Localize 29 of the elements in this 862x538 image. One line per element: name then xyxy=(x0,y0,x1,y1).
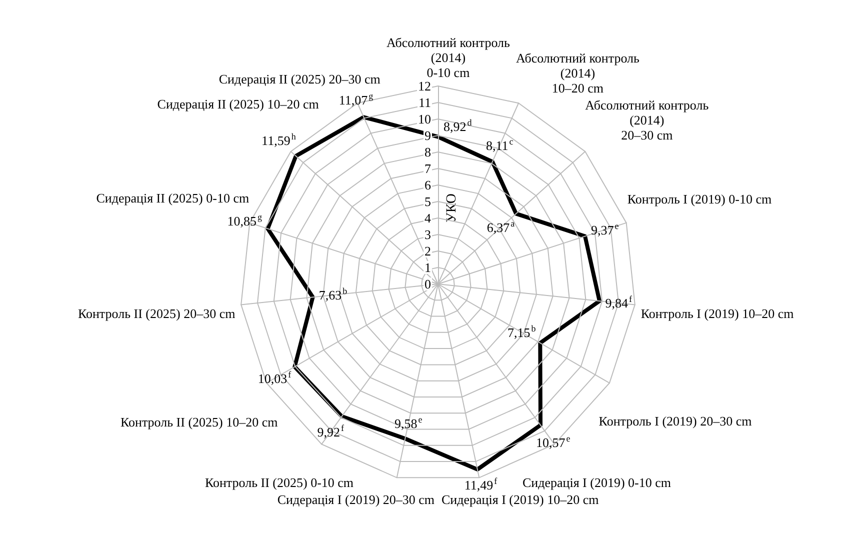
text: УКО xyxy=(444,193,460,223)
y-tick-label: 7 xyxy=(424,161,432,176)
y-tick-label: 9 xyxy=(424,128,431,143)
y-tick-label: 10 xyxy=(418,112,431,126)
spoke-label: Контроль II (2025) 0-10 cm xyxy=(204,474,354,490)
spoke-label: Сидерація II (2025) 0-10 cm xyxy=(96,190,250,206)
y-tick-label: 6 xyxy=(424,178,432,192)
y-tick-label: 0 xyxy=(424,276,431,292)
spoke-label: Абсолютний контроль (2014) 20–30 cm xyxy=(585,98,709,143)
spoke-label: Контроль I (2019) 0-10 cm xyxy=(627,192,772,207)
spoke-label: Контроль II (2025) 20–30 cm xyxy=(78,306,236,322)
spoke-label: Сидерація II (2025) 10–20 cm xyxy=(157,96,319,112)
y-tick-label: 12 xyxy=(418,78,431,94)
y-tick-label: 8 xyxy=(424,144,431,160)
y-tick-label: 2 xyxy=(424,244,431,258)
y-tick-label: 11 xyxy=(418,95,431,110)
spoke-label: Сидерація II (2025) 20–30 cm xyxy=(218,71,380,86)
y-tick-label: 1 xyxy=(424,260,431,275)
y-tick-label: 4 xyxy=(424,210,432,226)
y-tick-label: 5 xyxy=(424,194,431,209)
spoke-label: Сидерація I (2019) 0-10 cm xyxy=(522,474,672,490)
spoke-label: Контроль I (2019) 20–30 cm xyxy=(598,413,752,428)
y-tick-label: 3 xyxy=(424,227,431,242)
spoke-label: Контроль I (2019) 10–20 cm xyxy=(640,306,794,321)
spoke-label: Сидерація I (2019) 20–30 cm xyxy=(277,492,435,507)
spoke-label: Контроль II (2025) 10–20 cm xyxy=(120,414,278,430)
spoke-label: Абсолютний контроль (2014) 10–20 cm xyxy=(516,50,640,96)
spoke-label: Абсолютний контроль (2014) 0-10 cm xyxy=(386,35,510,80)
spoke-label: Сидерація I (2019) 10–20 cm xyxy=(441,492,599,507)
